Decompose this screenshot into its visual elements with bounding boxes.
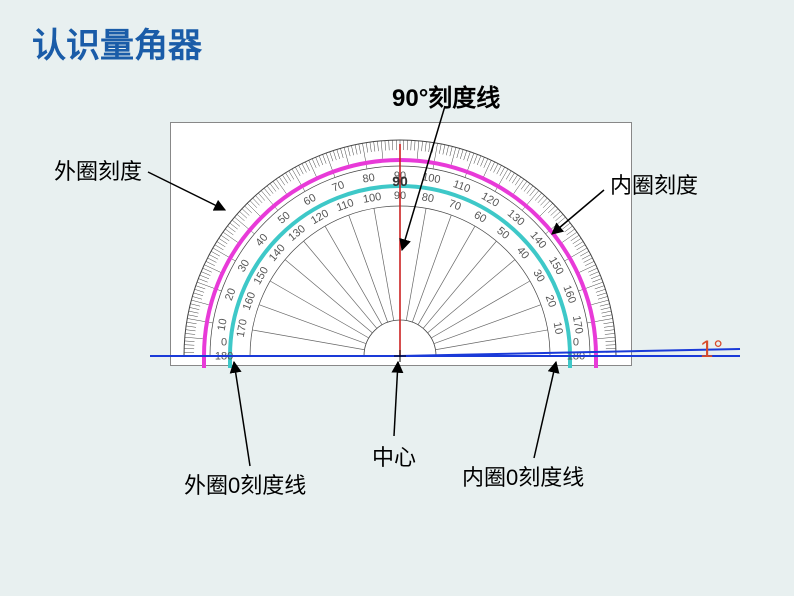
label-inner-zero: 内圈0刻度线 (462, 460, 584, 492)
label-inner-scale: 内圈刻度 (610, 168, 698, 200)
label-90-line: 90°刻度线 (392, 78, 500, 113)
label-outer-zero: 外圈0刻度线 (184, 468, 306, 500)
label-outer-scale: 外圈刻度 (54, 154, 142, 186)
protractor-frame (170, 122, 632, 366)
label-center: 中心 (372, 440, 416, 472)
page-title: 认识量角器 (32, 18, 202, 67)
label-one-degree: 1° (700, 336, 723, 364)
